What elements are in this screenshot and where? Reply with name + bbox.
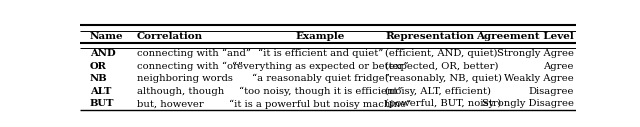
- Text: but, however: but, however: [137, 99, 204, 108]
- Text: Name: Name: [90, 32, 124, 41]
- Text: Example: Example: [296, 32, 345, 41]
- Text: connecting with “and”: connecting with “and”: [137, 49, 251, 58]
- Text: “too noisy, though it is efficient”: “too noisy, though it is efficient”: [239, 87, 403, 96]
- Text: AND: AND: [90, 49, 116, 58]
- Text: connecting with “or”: connecting with “or”: [137, 62, 243, 71]
- Text: (reasonably, NB, quiet): (reasonably, NB, quiet): [385, 74, 502, 83]
- Text: although, though: although, though: [137, 87, 224, 96]
- Text: (efficient, AND, quiet): (efficient, AND, quiet): [385, 49, 497, 58]
- Text: Disagree: Disagree: [528, 87, 573, 96]
- Text: neighboring words: neighboring words: [137, 74, 233, 83]
- Text: ALT: ALT: [90, 87, 111, 96]
- Text: “everything as expected or better”: “everything as expected or better”: [232, 62, 409, 71]
- Text: BUT: BUT: [90, 99, 115, 108]
- Text: (noisy, ALT, efficient): (noisy, ALT, efficient): [385, 87, 491, 96]
- Text: “it is a powerful but noisy machine”: “it is a powerful but noisy machine”: [230, 99, 412, 108]
- Text: OR: OR: [90, 62, 107, 71]
- Text: “it is efficient and quiet”: “it is efficient and quiet”: [258, 49, 383, 58]
- Text: Strongly Agree: Strongly Agree: [497, 49, 573, 58]
- Text: Strongly Disagree: Strongly Disagree: [481, 99, 573, 108]
- Text: Representation: Representation: [385, 32, 474, 41]
- Text: Agree: Agree: [543, 62, 573, 71]
- Text: (powerful, BUT, noisy ): (powerful, BUT, noisy ): [385, 99, 501, 108]
- Text: “a reasonably quiet fridge”: “a reasonably quiet fridge”: [252, 74, 389, 83]
- Text: Correlation: Correlation: [137, 32, 203, 41]
- Text: (expected, OR, better): (expected, OR, better): [385, 62, 499, 71]
- Text: Weakly Agree: Weakly Agree: [504, 74, 573, 83]
- Text: Agreement Level: Agreement Level: [476, 32, 573, 41]
- Text: NB: NB: [90, 74, 108, 83]
